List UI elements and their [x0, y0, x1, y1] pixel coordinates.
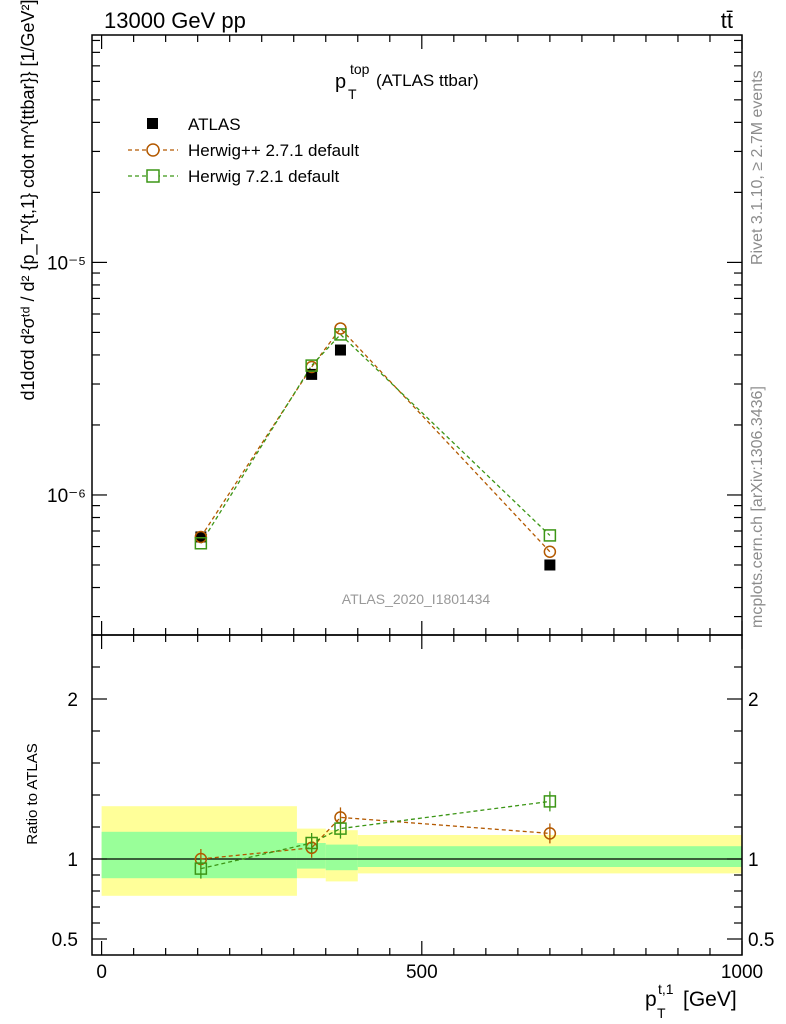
- main-y-tick-label: 10⁻⁵: [47, 253, 86, 274]
- main-y-tick-labels: 10⁻⁶ 10⁻⁵: [47, 253, 86, 507]
- title-subscript: T: [348, 86, 357, 102]
- ratio-bands: [101, 806, 742, 896]
- ratio-herwig7-point: [305, 836, 318, 850]
- ratio-grid-ticks: [92, 635, 743, 955]
- atlas-data-point: [544, 559, 556, 571]
- ratio-herwig7-point: [543, 795, 557, 808]
- ratio-y-tick-label-right: 2: [748, 690, 759, 711]
- ratio-y-tick-label-left: 0.5: [52, 930, 78, 951]
- x-axis-unit: [GeV]: [683, 988, 737, 1011]
- header-energy-label: 13000 GeV pp: [104, 8, 246, 33]
- title-superscript: top: [350, 61, 370, 77]
- legend: ATLAS Herwig++ 2.7.1 default Herwig 7.2.…: [128, 115, 359, 186]
- ratio-frame: [91, 634, 743, 956]
- main-grid-ticks: [92, 35, 743, 635]
- legend-herwigpp-marker: [146, 143, 160, 157]
- ratio-panel: 0.5 0.5 1 1 2 2 0 500 1000 Ratio to ATLAS p t,1…: [24, 634, 775, 1021]
- main-series-line: [200, 327, 551, 553]
- herwig7-point: [194, 537, 208, 550]
- herwig7-point: [543, 529, 557, 542]
- herwig7-point: [305, 359, 318, 372]
- analysis-watermark: ATLAS_2020_I1801434: [342, 591, 491, 607]
- main-y-tick-label: 10⁻⁶: [47, 486, 86, 507]
- ratio-uncertainty-band-inner: [101, 831, 297, 879]
- atlas-data-point: [195, 531, 207, 543]
- atlas-data-point: [334, 344, 346, 356]
- ratio-series-line: [200, 800, 550, 870]
- x-tick-label: 500: [406, 962, 438, 983]
- ratio-y-tick-labels: 0.5 0.5 1 1 2 2: [52, 690, 775, 951]
- mcplots-label: mcplots.cern.ch [arXiv:1306.3436]: [749, 386, 766, 628]
- legend-atlas-marker: [147, 118, 158, 129]
- herwig7-point: [334, 328, 347, 341]
- title-variable: p: [335, 71, 346, 93]
- ratio-uncertainty-band-inner: [325, 844, 358, 871]
- main-y-axis-label: d1dσd d²σᵗᵈ / d² {p_T^{t,1} cdot m^{ttba…: [18, 0, 39, 401]
- atlas-data-point: [306, 368, 318, 380]
- rivet-version-label: Rivet 3.1.10, ≥ 2.7M events: [749, 70, 766, 265]
- x-tick-label: 0: [96, 962, 107, 983]
- ratio-herwig7-point: [194, 862, 208, 875]
- main-panel: 10⁻⁶ 10⁻⁵ p top T (ATLAS ttbar) ATLAS Her…: [18, 0, 743, 636]
- main-series-lines: [200, 327, 551, 553]
- ratio-herwigpp-point: [543, 827, 557, 840]
- x-axis-label: p t,1 T [GeV]: [645, 981, 737, 1021]
- ratio-uncertainty-band-inner: [357, 846, 742, 867]
- ratio-y-axis-label: Ratio to ATLAS: [24, 743, 41, 844]
- ratio-y-tick-label-right: 0.5: [748, 930, 774, 951]
- ratio-y-tick-label-left: 2: [67, 690, 78, 711]
- ratio-series-lines: [200, 800, 550, 870]
- ratio-herwig7-point: [334, 822, 347, 835]
- main-series-markers: [194, 322, 557, 571]
- plot-title: p top T (ATLAS ttbar): [335, 61, 479, 102]
- ratio-series-markers: [194, 791, 557, 879]
- ratio-y-tick-label-right: 1: [748, 850, 759, 871]
- ratio-y-tick-label-left: 1: [67, 850, 78, 871]
- x-axis-subscript: T: [657, 1005, 666, 1021]
- header-process-label: tt̄: [721, 8, 733, 33]
- x-axis-superscript: t,1: [658, 981, 674, 997]
- legend-atlas-label: ATLAS: [188, 115, 241, 134]
- herwigpp-point: [194, 530, 208, 544]
- title-text: (ATLAS ttbar): [376, 71, 479, 90]
- herwigpp-point: [543, 545, 557, 559]
- x-axis-variable: p: [645, 988, 657, 1011]
- legend-herwig7-marker: [146, 169, 160, 183]
- x-tick-label: 1000: [721, 962, 763, 983]
- x-tick-labels: 0 500 1000: [96, 962, 763, 983]
- legend-herwig7-label: Herwig 7.2.1 default: [188, 167, 339, 186]
- legend-herwigpp-label: Herwig++ 2.7.1 default: [188, 141, 359, 160]
